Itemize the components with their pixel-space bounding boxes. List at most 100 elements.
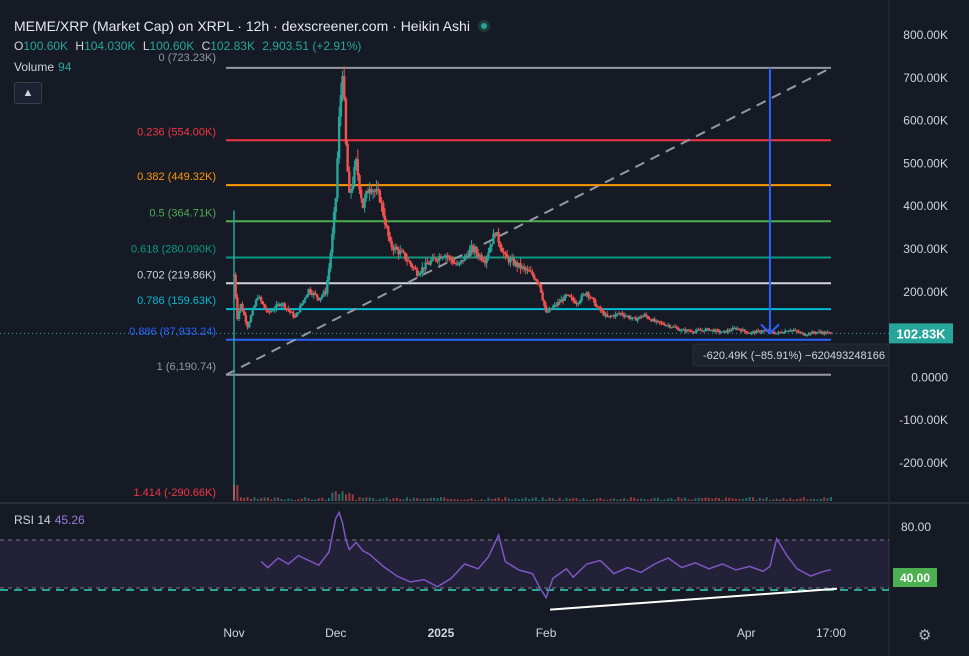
candle-body	[400, 250, 404, 252]
volume-bar	[490, 498, 493, 501]
candle-body	[522, 266, 526, 269]
fib-level-label: 0.236 (554.00K)	[137, 126, 216, 138]
volume-bar	[517, 499, 520, 501]
candle-body	[353, 166, 356, 184]
candle-body	[237, 311, 241, 319]
volume-bar	[745, 497, 748, 501]
candle-body	[310, 293, 314, 296]
volume-bar	[809, 498, 812, 501]
candle-body	[334, 198, 337, 213]
volume-bar	[762, 498, 765, 501]
volume-bar	[233, 485, 235, 501]
volume-bar	[249, 498, 252, 501]
candle-body	[451, 259, 454, 264]
volume-bar	[321, 497, 324, 501]
volume-bar	[741, 498, 744, 501]
trend-line	[225, 66, 832, 376]
volume-bar	[755, 499, 758, 501]
candle-body	[439, 256, 443, 259]
settings-icon[interactable]: ⚙	[918, 627, 932, 644]
candle-body	[560, 299, 563, 303]
candle-body	[719, 332, 722, 334]
candle-body	[244, 315, 248, 323]
volume-bar	[612, 498, 615, 501]
candle-body	[794, 330, 797, 332]
candle-body	[399, 250, 402, 255]
volume-bar	[480, 499, 483, 501]
candle-body	[375, 189, 378, 192]
volume-bar	[623, 498, 626, 501]
candle-body	[512, 258, 516, 266]
volume-bar	[541, 497, 544, 501]
candle-body	[304, 297, 307, 301]
candle-body	[809, 332, 812, 335]
volume-bar	[521, 498, 524, 501]
measure-label: -620.49K (−85.91%) −620493248166	[703, 350, 885, 362]
fib-level-label: 0.886 (87,933.24)	[129, 326, 216, 338]
candle-body	[246, 322, 249, 328]
candle-body	[454, 263, 458, 265]
volume-bar	[718, 498, 721, 501]
candle-body	[499, 242, 502, 248]
candle-body	[392, 247, 395, 251]
chevron-up-icon[interactable]: ▲	[14, 82, 42, 104]
candle-body	[419, 272, 422, 275]
volume-bar	[297, 499, 300, 501]
candle-body	[326, 280, 329, 294]
candle-body	[314, 292, 317, 295]
candle-body	[707, 328, 711, 331]
candle-body	[471, 245, 475, 253]
fib-level-label: 1 (6,190.74)	[157, 361, 216, 373]
candle-body	[422, 267, 426, 270]
volume-bar	[317, 498, 320, 501]
candle-body	[261, 301, 265, 304]
candle-body	[448, 256, 451, 258]
volume-bar	[779, 499, 782, 501]
candle-body	[746, 332, 750, 334]
candle-body	[638, 316, 641, 319]
candle-body	[733, 328, 736, 330]
candle-body	[356, 159, 360, 176]
volume-bar	[697, 497, 700, 501]
candle-body	[555, 304, 558, 306]
candle-body	[444, 255, 448, 257]
candle-body	[575, 303, 578, 305]
candle-body	[694, 331, 697, 333]
volume-bar	[283, 499, 286, 501]
candle-body	[582, 294, 585, 296]
volume-bar	[646, 499, 649, 501]
candle-body	[782, 332, 785, 334]
candle-body	[660, 322, 663, 324]
candle-body	[573, 300, 577, 304]
volume-bar	[690, 499, 693, 501]
candle-body	[599, 306, 602, 311]
volume-bar	[806, 499, 809, 501]
candle-body	[516, 261, 519, 267]
candle-body	[337, 116, 341, 159]
candle-body	[756, 330, 760, 332]
candle-body	[466, 255, 470, 257]
volume-bar	[677, 497, 680, 501]
volume-bar	[782, 497, 785, 501]
candle-body	[817, 331, 821, 333]
candle-body	[438, 256, 441, 261]
volume-bar	[704, 497, 707, 501]
volume-bar	[443, 497, 446, 501]
volume-bar	[555, 499, 558, 501]
candle-body	[612, 315, 616, 317]
volume-bar	[687, 499, 690, 501]
candle-body	[521, 266, 524, 269]
candle-body	[393, 246, 397, 251]
x-tick-label: 2025	[428, 626, 455, 640]
candle-body	[519, 263, 522, 269]
volume-bar	[487, 497, 490, 501]
candle-body	[293, 316, 297, 318]
candle-body	[468, 249, 471, 257]
volume-bar	[602, 499, 605, 501]
volume-bar	[589, 499, 592, 501]
candle-body	[650, 319, 653, 322]
candle-body	[295, 312, 298, 317]
volume-bar	[409, 499, 412, 501]
volume-bar	[636, 498, 639, 501]
